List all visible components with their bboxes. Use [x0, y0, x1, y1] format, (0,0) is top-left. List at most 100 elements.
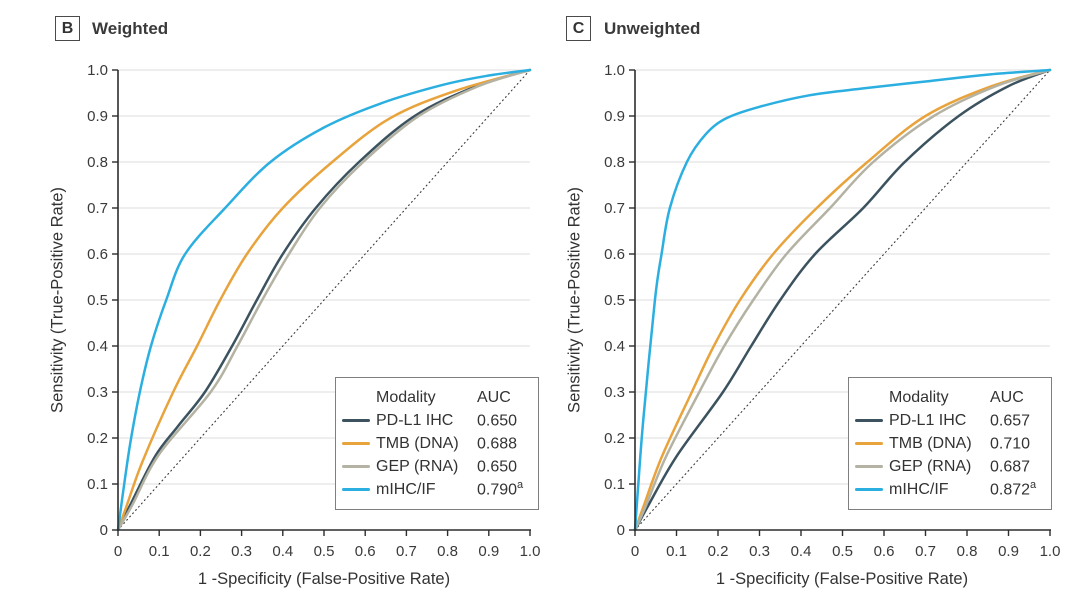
legend-label: GEP (RNA): [889, 457, 972, 475]
legend-header-auc: AUC: [477, 388, 511, 406]
x-tick-label: 0.5: [832, 543, 853, 560]
y-tick-label: 0: [100, 522, 108, 539]
legend-swatch-gep-rna: [342, 465, 370, 468]
legend-swatch-tmb-dna: [855, 442, 883, 445]
chance-diagonal-line: [634, 69, 1051, 531]
legend-label: TMB (DNA): [376, 434, 459, 452]
x-tick-label: 0.9: [998, 543, 1019, 560]
x-tick-label: 0.2: [190, 543, 211, 560]
x-tick-label: 0: [114, 543, 122, 560]
legend-unweighted: Modality AUC PD-L1 IHC 0.657 TMB (DNA) 0…: [848, 377, 1052, 510]
x-tick-label: 0.7: [396, 543, 417, 560]
panel-letter-c: C: [566, 16, 591, 41]
legend-label: mIHC/IF: [376, 480, 436, 498]
x-tick-label: 0.1: [149, 543, 170, 560]
legend-label: mIHC/IF: [889, 480, 949, 498]
legend-swatch-pd-l1-ihc: [855, 419, 883, 422]
legend-weighted: Modality AUC PD-L1 IHC 0.650 TMB (DNA) 0…: [335, 377, 539, 510]
legend-label: PD-L1 IHC: [376, 411, 454, 429]
legend-label: PD-L1 IHC: [889, 411, 967, 429]
x-tick-label: 0: [631, 543, 639, 560]
y-tick-label: 0.6: [87, 246, 108, 263]
x-tick-label: 0.4: [791, 543, 812, 560]
y-tick-label: 1.0: [87, 62, 108, 79]
y-tick-label: 0.7: [87, 200, 108, 217]
legend-header-row: Modality AUC: [855, 386, 1045, 409]
x-axis-label-c: 1 -Specificity (False-Positive Rate): [715, 570, 969, 588]
roc-curve-pd-l1-ihc-c: [633, 68, 1052, 532]
x-axis-label-b: 1 -Specificity (False-Positive Rate): [197, 570, 451, 588]
legend-auc-value: 0.710: [990, 435, 1031, 453]
legend-swatch-pd-l1-ihc: [342, 419, 370, 422]
panel-letter-b: B: [55, 16, 80, 41]
y-tick-label: 0.4: [87, 338, 108, 355]
y-tick-label: 0.4: [604, 338, 625, 355]
y-axis-label-c: Sensitivity (True-Positive Rate): [565, 187, 584, 413]
legend-auc-value: 0.650: [477, 458, 518, 476]
x-tick-label: 1.0: [1040, 543, 1061, 560]
roc-curve-gep-rna-b: [116, 68, 532, 532]
y-tick-label: 0.7: [604, 200, 625, 217]
legend-auc-value: 0.688: [477, 435, 518, 453]
y-axis-label-b: Sensitivity (True-Positive Rate): [48, 187, 67, 413]
roc-curve-pd-l1-ihc-b: [116, 68, 532, 532]
roc-curve-tmb-dna-c: [633, 68, 1052, 532]
legend-row-gep-rna: GEP (RNA) 0.650: [342, 455, 532, 478]
y-tick-label: 0.3: [604, 384, 625, 401]
legend-row-tmb-dna: TMB (DNA) 0.688: [342, 432, 532, 455]
legend-auc-value: 0.687: [990, 458, 1031, 476]
y-tick-label: 1.0: [604, 62, 625, 79]
legend-auc-value: 0.872a: [990, 479, 1037, 499]
y-tick-label: 0.8: [604, 154, 625, 171]
legend-header-auc: AUC: [990, 388, 1024, 406]
legend-row-gep-rna: GEP (RNA) 0.687: [855, 455, 1045, 478]
y-tick-label: 0.6: [604, 246, 625, 263]
x-tick-label: 0.6: [874, 543, 895, 560]
x-tick-label: 0.5: [314, 543, 335, 560]
y-tick-label: 0.5: [604, 292, 625, 309]
legend-auc-value: 0.650: [477, 412, 518, 430]
legend-auc-value: 0.790a: [477, 479, 524, 499]
y-tick-label: 0.1: [87, 476, 108, 493]
legend-row-mihc-if: mIHC/IF 0.872a: [855, 478, 1045, 501]
y-tick-label: 0.2: [604, 430, 625, 447]
y-tick-label: 0.8: [87, 154, 108, 171]
legend-header-row: Modality AUC: [342, 386, 532, 409]
roc-curve-mihc-if-b: [116, 68, 532, 532]
legend-row-tmb-dna: TMB (DNA) 0.710: [855, 432, 1045, 455]
x-tick-label: 0.7: [915, 543, 936, 560]
legend-header-modality: Modality: [376, 388, 436, 406]
y-tick-label: 0.9: [604, 108, 625, 125]
x-tick-label: 1.0: [520, 543, 541, 560]
x-tick-label: 0.8: [957, 543, 978, 560]
legend-swatch-mihc-if: [855, 488, 883, 491]
x-tick-label: 0.3: [749, 543, 770, 560]
y-tick-label: 0.3: [87, 384, 108, 401]
roc-curve-gep-rna-c: [633, 68, 1052, 532]
y-tick-label: 0.2: [87, 430, 108, 447]
legend-row-pd-l1-ihc: PD-L1 IHC 0.657: [855, 409, 1045, 432]
x-tick-label: 0.9: [478, 543, 499, 560]
legend-swatch-gep-rna: [855, 465, 883, 468]
legend-row-mihc-if: mIHC/IF 0.790a: [342, 478, 532, 501]
roc-curve-tmb-dna-b: [116, 68, 532, 532]
x-tick-label: 0.1: [666, 543, 687, 560]
y-tick-label: 0: [617, 522, 625, 539]
x-tick-label: 0.3: [231, 543, 252, 560]
x-tick-label: 0.6: [355, 543, 376, 560]
y-tick-label: 0.1: [604, 476, 625, 493]
panel-title-weighted: Weighted: [92, 19, 169, 38]
roc-curve-mihc-if-c: [633, 68, 1052, 532]
legend-row-pd-l1-ihc: PD-L1 IHC 0.650: [342, 409, 532, 432]
legend-swatch-mihc-if: [342, 488, 370, 491]
x-tick-label: 0.4: [272, 543, 293, 560]
panel-title-unweighted: Unweighted: [604, 19, 701, 38]
legend-label: TMB (DNA): [889, 434, 972, 452]
legend-swatch-tmb-dna: [342, 442, 370, 445]
y-tick-label: 0.5: [87, 292, 108, 309]
legend-label: GEP (RNA): [376, 457, 459, 475]
chance-diagonal-line: [117, 69, 531, 531]
y-tick-label: 0.9: [87, 108, 108, 125]
